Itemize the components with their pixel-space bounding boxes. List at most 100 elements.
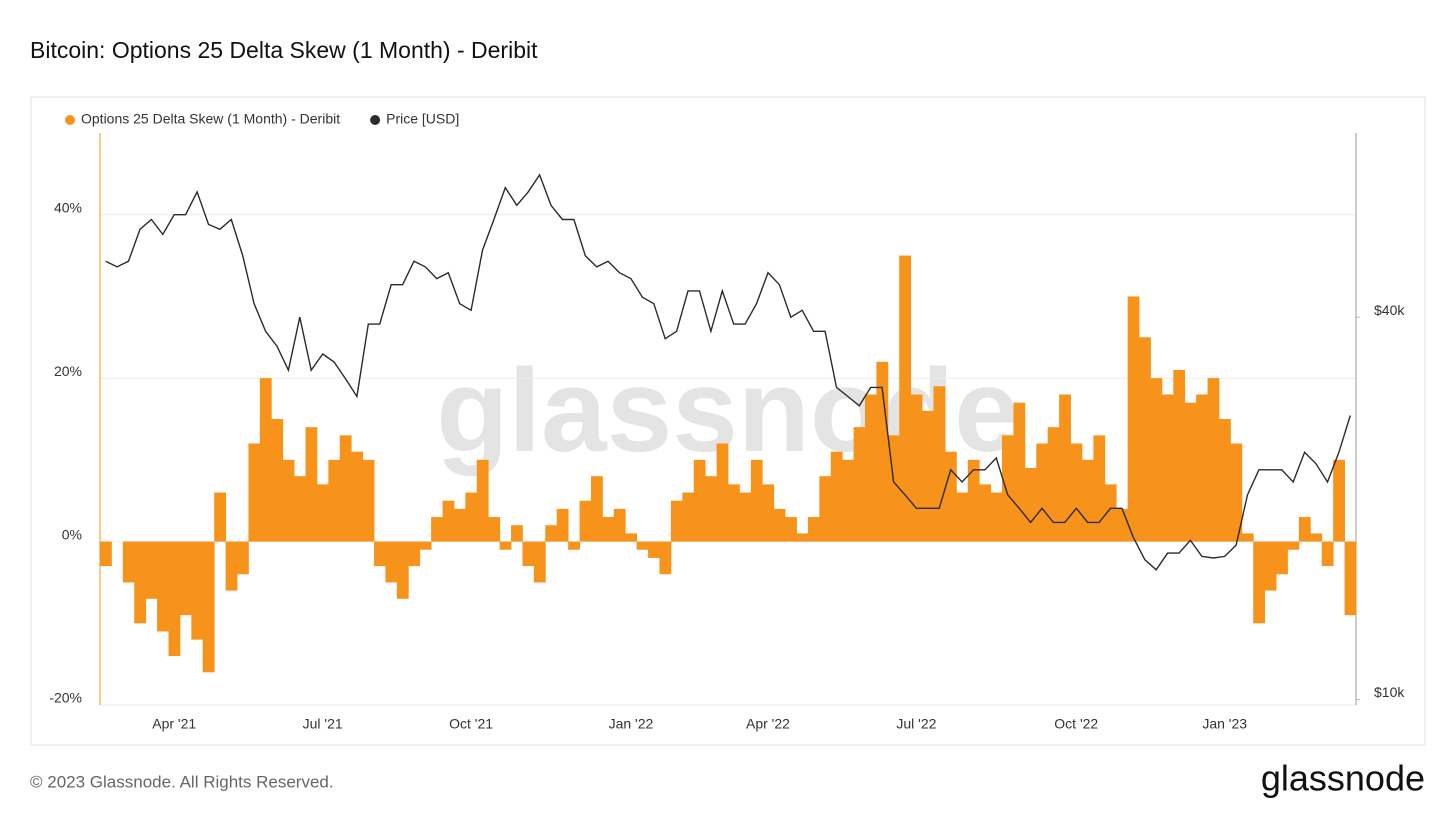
- skew-bar: [807, 517, 820, 542]
- y-tick-label: -20%: [49, 690, 82, 706]
- skew-bar: [191, 541, 204, 640]
- skew-bar: [1070, 443, 1083, 542]
- legend-marker: [65, 115, 75, 125]
- skew-bar: [1344, 541, 1357, 616]
- skew-bar: [967, 459, 980, 542]
- skew-bar: [648, 541, 660, 558]
- skew-bar: [1298, 517, 1311, 542]
- skew-bar: [853, 427, 866, 542]
- skew-bar: [545, 525, 558, 542]
- skew-bar: [499, 541, 512, 550]
- x-tick-label: Oct '22: [1054, 716, 1098, 732]
- skew-bar: [476, 459, 489, 542]
- skew-bar: [1321, 541, 1334, 567]
- legend-marker: [370, 115, 381, 125]
- skew-bar: [214, 492, 226, 542]
- skew-bar: [716, 443, 729, 542]
- skew-bar: [157, 541, 169, 632]
- x-tick-label: Jul '22: [896, 716, 936, 732]
- skew-bar: [533, 541, 546, 583]
- skew-bar: [511, 525, 523, 542]
- skew-bar: [590, 476, 603, 542]
- skew-bar: [1093, 435, 1106, 542]
- skew-bar: [922, 410, 934, 542]
- skew-bar: [259, 378, 272, 542]
- skew-bar: [271, 419, 284, 542]
- skew-bar: [956, 492, 969, 542]
- skew-bar: [785, 517, 797, 542]
- skew-bar: [739, 492, 752, 542]
- y2-tick-label: $10k: [1374, 684, 1405, 700]
- skew-bar: [465, 492, 478, 542]
- skew-bar: [693, 459, 706, 542]
- skew-bar: [419, 541, 432, 550]
- skew-bar: [1333, 459, 1345, 542]
- x-tick-label: Apr '22: [746, 716, 790, 732]
- skew-bar: [944, 451, 957, 542]
- x-tick-label: Jan '23: [1202, 716, 1247, 732]
- skew-bar: [1207, 378, 1220, 542]
- x-tick-label: Jan '22: [609, 716, 654, 732]
- brand-logo: glassnode: [1261, 758, 1425, 799]
- skew-bar: [796, 533, 809, 542]
- skew-bar: [122, 541, 135, 583]
- skew-bar: [1264, 541, 1277, 591]
- skew-bar: [1173, 369, 1186, 542]
- skew-bar: [556, 508, 569, 542]
- skew-bar: [442, 500, 455, 542]
- skew-bar: [431, 517, 443, 542]
- skew-bar: [1276, 541, 1288, 575]
- skew-bar: [579, 500, 592, 542]
- skew-bar: [1230, 443, 1243, 542]
- skew-bar: [670, 500, 683, 542]
- skew-bar: [750, 459, 763, 542]
- skew-bar: [225, 541, 238, 591]
- skew-bar: [1184, 402, 1197, 542]
- skew-bar: [237, 541, 249, 575]
- y-tick-label: 40%: [54, 199, 82, 215]
- skew-bar: [842, 459, 854, 542]
- skew-bar: [522, 541, 535, 567]
- skew-bar: [682, 492, 695, 542]
- footer: © 2023 Glassnode. All Rights Reserved.: [30, 772, 334, 791]
- skew-bar: [1002, 435, 1014, 542]
- skew-bar: [876, 361, 889, 542]
- skew-bar: [179, 541, 192, 616]
- skew-bar: [1150, 378, 1163, 542]
- skew-bar: [202, 541, 215, 673]
- skew-bar: [145, 541, 158, 599]
- y-tick-label: 0%: [62, 526, 82, 542]
- skew-bar: [385, 541, 398, 583]
- skew-bar: [1196, 394, 1208, 542]
- skew-bar: [1161, 394, 1174, 542]
- chart-frame: [30, 96, 1426, 746]
- skew-bar: [1024, 468, 1037, 542]
- skew-bar: [636, 541, 649, 550]
- skew-bar: [453, 508, 466, 542]
- skew-bar: [659, 541, 672, 575]
- skew-bar: [168, 541, 181, 656]
- skew-bar: [488, 517, 501, 542]
- y2-tick-label: $40k: [1374, 302, 1405, 318]
- skew-bar: [979, 484, 992, 542]
- legend-label: Price [USD]: [386, 111, 459, 127]
- price-line: [105, 173, 1351, 571]
- legend-label: Options 25 Delta Skew (1 Month) - Deribi…: [81, 111, 340, 127]
- skew-bar: [351, 451, 364, 542]
- skew-bar: [865, 394, 877, 542]
- skew-bar: [602, 517, 615, 542]
- skew-bar: [1059, 394, 1071, 542]
- x-tick-label: Apr '21: [152, 716, 196, 732]
- skew-bar: [568, 541, 580, 550]
- skew-bar: [933, 386, 946, 542]
- skew-bar: [613, 508, 626, 542]
- skew-bar: [396, 541, 409, 599]
- skew-bar: [1013, 402, 1026, 542]
- skew-bar: [1253, 541, 1266, 624]
- skew-bar: [1218, 419, 1231, 542]
- skew-bar: [1047, 427, 1060, 542]
- skew-bar: [305, 427, 318, 542]
- skew-bar: [830, 451, 843, 542]
- skew-bar: [328, 459, 341, 542]
